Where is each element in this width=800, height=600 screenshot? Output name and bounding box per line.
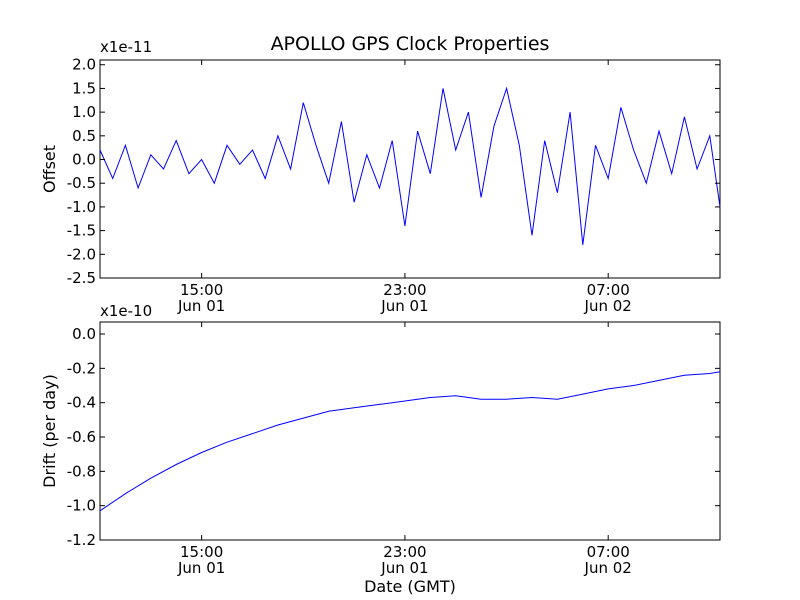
y-tick-label: -1.0 bbox=[67, 497, 96, 515]
drift-series-line bbox=[99, 371, 721, 512]
y-tick-label: -0.5 bbox=[67, 174, 96, 192]
x-tick-time-label: 23:00 bbox=[383, 281, 426, 299]
offset-multiplier-label: x1e-11 bbox=[100, 38, 152, 56]
y-tick-label: -0.6 bbox=[67, 428, 96, 446]
x-tick-date-label: Jun 01 bbox=[177, 559, 225, 577]
x-tick-time-label: 07:00 bbox=[587, 543, 630, 561]
y-tick-label: -1.5 bbox=[67, 222, 96, 240]
y-tick-label: 1.5 bbox=[72, 79, 96, 97]
x-tick-time-label: 15:00 bbox=[180, 543, 223, 561]
offset-y-axis-label: Offset bbox=[40, 145, 59, 193]
x-tick-time-label: 23:00 bbox=[383, 543, 426, 561]
drift-multiplier-label: x1e-10 bbox=[100, 302, 152, 320]
y-tick-label: -0.4 bbox=[67, 394, 96, 412]
x-tick-date-label: Jun 01 bbox=[380, 559, 428, 577]
offset-y-ticks: -2.5 -2.0 -1.5 -1.0 -0.5 0.0 0.5 1.0 1.5 2.0 bbox=[67, 56, 720, 287]
offset-panel: x1e-11 Offset -2.5 -2.0 -1.5 -1.0 -0.5 0.0 0.5… bbox=[40, 38, 721, 315]
y-tick-label: -1.2 bbox=[67, 531, 96, 549]
y-tick-label: -2.0 bbox=[67, 245, 96, 263]
y-tick-label: 0.0 bbox=[72, 325, 96, 343]
y-tick-label: 2.0 bbox=[72, 56, 96, 74]
x-tick-time-label: 07:00 bbox=[587, 281, 630, 299]
y-tick-label: 1.0 bbox=[72, 103, 96, 121]
x-tick-date-label: Jun 01 bbox=[177, 297, 225, 315]
x-tick-date-label: Jun 02 bbox=[584, 559, 632, 577]
x-tick-date-label: Jun 01 bbox=[380, 297, 428, 315]
y-tick-label: 0.0 bbox=[72, 151, 96, 169]
drift-y-axis-label: Drift (per day) bbox=[40, 374, 59, 488]
y-tick-label: -0.8 bbox=[67, 462, 96, 480]
y-tick-label: -0.2 bbox=[67, 359, 96, 377]
offset-plot-frame bbox=[99, 59, 721, 279]
x-tick-time-label: 15:00 bbox=[180, 281, 223, 299]
x-tick-date-label: Jun 02 bbox=[584, 297, 632, 315]
y-tick-label: 0.5 bbox=[72, 127, 96, 145]
y-tick-label: -1.0 bbox=[67, 198, 96, 216]
drift-plot-frame bbox=[99, 321, 721, 541]
drift-y-ticks: -1.2 -1.0 -0.8 -0.6 -0.4 -0.2 0.0 bbox=[67, 325, 720, 549]
x-axis-label: Date (GMT) bbox=[364, 577, 456, 596]
y-tick-label: -2.5 bbox=[67, 269, 96, 287]
offset-series-line bbox=[99, 86, 721, 245]
drift-panel: x1e-10 Drift (per day) -1.2-1.0-0.8-0.6-… bbox=[40, 302, 721, 577]
chart-title: APOLLO GPS Clock Properties bbox=[271, 33, 550, 55]
